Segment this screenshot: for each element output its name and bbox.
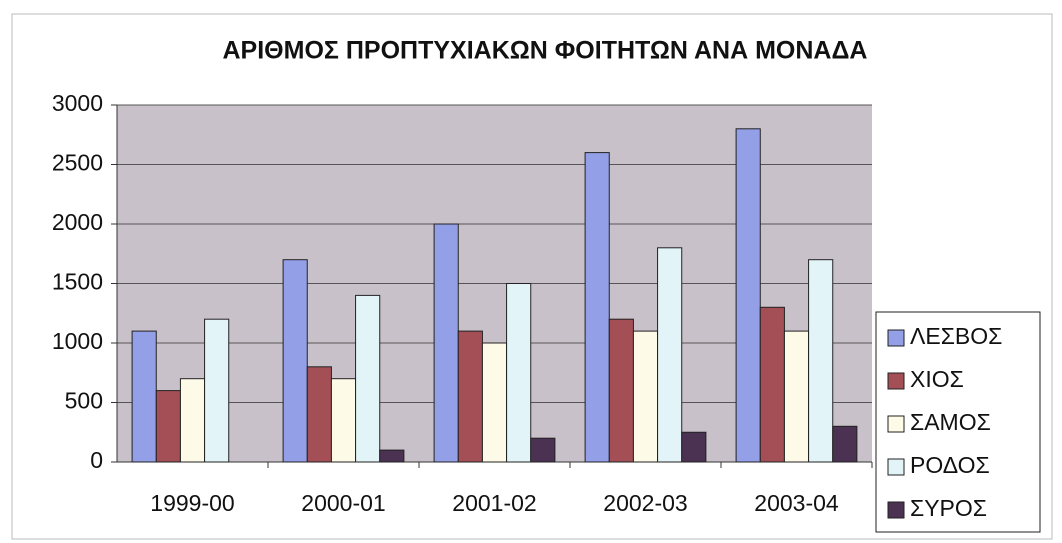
bar	[481, 342, 508, 463]
y-tick-label: 1000	[52, 328, 103, 354]
bar	[783, 330, 810, 463]
bar	[584, 152, 610, 463]
x-tick-label: 2002-03	[603, 490, 687, 516]
legend-label: ΛΕΣΒΟΣ	[910, 323, 1002, 349]
legend-swatch	[887, 501, 905, 519]
chart-title: ΑΡΙΘΜΟΣ ΠΡΟΠΤΥΧΙΑΚΩΝ ΦΟΙΤΗΤΩΝ ΑΝΑ ΜΟΝΑΔΑ	[223, 37, 868, 65]
bar	[355, 294, 381, 463]
bar	[179, 378, 206, 463]
bar	[506, 283, 532, 463]
y-tick-label: 1500	[52, 269, 103, 295]
bar	[632, 330, 659, 463]
x-tick-label: 2000-01	[301, 490, 385, 516]
y-tick-label: 2000	[52, 209, 103, 235]
legend-label: ΣΑΜΟΣ	[910, 409, 991, 435]
legend-label: ΧΙΟΣ	[910, 366, 964, 392]
legend-label: ΣΥΡΟΣ	[910, 495, 987, 521]
bar	[681, 431, 707, 463]
bar	[282, 259, 308, 463]
bar	[530, 437, 556, 463]
bar	[457, 330, 483, 463]
bar	[379, 449, 405, 463]
bar	[155, 390, 181, 463]
bar	[759, 306, 785, 463]
y-tick-label: 500	[65, 388, 103, 414]
x-tick-label: 2001-02	[452, 490, 536, 516]
bar	[330, 378, 357, 463]
bar	[832, 425, 858, 463]
bar	[735, 128, 761, 463]
y-tick-label: 0	[90, 447, 103, 473]
legend-swatch	[887, 458, 905, 476]
bar	[306, 366, 332, 463]
bar	[608, 318, 634, 463]
x-tick-label: 2003-04	[754, 490, 839, 516]
y-tick-label: 3000	[52, 90, 103, 116]
bar	[131, 330, 157, 463]
legend-swatch	[887, 415, 905, 433]
bar	[657, 247, 683, 463]
legend-swatch	[887, 329, 905, 347]
y-tick-label: 2500	[52, 150, 103, 176]
bar	[808, 259, 834, 463]
bar	[433, 223, 459, 463]
x-tick-label: 1999-00	[150, 490, 234, 516]
legend-label: ΡΟΔΟΣ	[910, 452, 990, 478]
bar	[204, 318, 230, 463]
legend-swatch	[887, 372, 905, 390]
